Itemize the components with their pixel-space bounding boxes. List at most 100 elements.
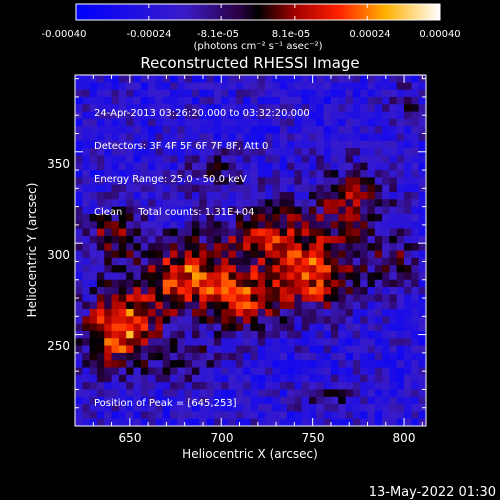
heatmap-cell — [184, 213, 193, 222]
heatmap-cell — [133, 235, 142, 244]
heatmap-cell — [250, 323, 259, 332]
heatmap-cell — [199, 374, 208, 383]
heatmap-cell — [352, 243, 361, 252]
heatmap-cell — [228, 155, 237, 164]
heatmap-cell — [126, 126, 135, 135]
heatmap-cell — [133, 104, 142, 113]
heatmap-cell — [367, 104, 376, 113]
heatmap-cell — [155, 418, 164, 426]
heatmap-cell — [265, 221, 274, 230]
heatmap-cell — [184, 294, 193, 303]
heatmap-cell — [360, 316, 369, 325]
heatmap-cell — [162, 126, 171, 135]
heatmap-cell — [111, 148, 120, 157]
heatmap-cell — [213, 294, 222, 303]
heatmap-cell — [96, 89, 105, 98]
heatmap-cell — [250, 345, 259, 354]
heatmap-cell — [118, 221, 127, 230]
heatmap-cell — [228, 221, 237, 230]
heatmap-cell — [257, 360, 266, 369]
heatmap-cell — [228, 104, 237, 113]
heatmap-cell — [82, 367, 91, 376]
heatmap-cell — [323, 199, 332, 208]
heatmap-cell — [243, 155, 252, 164]
heatmap-cell — [206, 367, 215, 376]
heatmap-cell — [389, 301, 398, 310]
heatmap-cell — [418, 265, 426, 274]
heatmap-cell — [374, 323, 383, 332]
heatmap-cell — [323, 118, 332, 127]
heatmap-cell — [330, 272, 339, 281]
heatmap-cell — [75, 265, 83, 274]
heatmap-cell — [184, 235, 193, 244]
heatmap-cell — [206, 126, 215, 135]
heatmap-cell — [316, 162, 325, 171]
heatmap-cell — [213, 140, 222, 149]
heatmap-cell — [170, 184, 178, 193]
heatmap-cell — [177, 309, 186, 317]
heatmap-cell — [243, 192, 252, 200]
heatmap-cell — [118, 148, 127, 157]
heatmap-cell — [382, 389, 391, 398]
heatmap-cell — [170, 316, 178, 325]
heatmap-cell — [389, 148, 398, 157]
heatmap-cell — [360, 177, 369, 186]
heatmap-cell — [148, 257, 157, 266]
heatmap-cell — [352, 96, 361, 105]
heatmap-cell — [257, 228, 266, 237]
heatmap-cell — [126, 301, 135, 310]
heatmap-cell — [155, 316, 164, 325]
heatmap-cell — [411, 243, 420, 252]
heatmap-cell — [243, 111, 252, 120]
heatmap-cell — [206, 104, 215, 113]
heatmap-cell — [170, 140, 178, 149]
heatmap-cell — [367, 170, 376, 178]
heatmap-cell — [294, 140, 303, 149]
heatmap-cell — [367, 345, 376, 354]
heatmap-cell — [389, 272, 398, 281]
heatmap-cell — [213, 250, 222, 259]
heatmap-cell — [192, 352, 200, 361]
heatmap-cell — [104, 162, 113, 171]
heatmap-cell — [126, 192, 135, 200]
heatmap-cell — [162, 148, 171, 157]
heatmap-cell — [184, 162, 193, 171]
heatmap-cell — [148, 170, 157, 178]
heatmap-cell — [418, 199, 426, 208]
heatmap-cell — [294, 184, 303, 193]
heatmap-cell — [316, 177, 325, 186]
heatmap-cell — [118, 345, 127, 354]
heatmap-cell — [243, 162, 252, 171]
heatmap-cell — [206, 133, 215, 142]
heatmap-cell — [221, 257, 230, 266]
heatmap-cell — [199, 338, 208, 347]
heatmap-cell — [140, 133, 149, 142]
heatmap-cell — [316, 367, 325, 376]
heatmap-cell — [206, 345, 215, 354]
heatmap-cell — [294, 396, 303, 405]
heatmap-cell — [294, 82, 303, 91]
heatmap-cell — [221, 126, 230, 135]
heatmap-cell — [367, 374, 376, 383]
heatmap-cell — [221, 75, 230, 83]
heatmap-cell — [279, 272, 288, 281]
heatmap-cell — [118, 140, 127, 149]
heatmap-cell — [396, 126, 405, 135]
heatmap-cell — [330, 184, 339, 193]
heatmap-cell — [389, 155, 398, 164]
heatmap-cell — [250, 257, 259, 266]
heatmap-cell — [309, 272, 317, 281]
heatmap-cell — [316, 192, 325, 200]
heatmap-cell — [140, 177, 149, 186]
heatmap-cell — [177, 287, 186, 295]
heatmap-cell — [118, 213, 127, 222]
heatmap-cell — [279, 75, 288, 83]
heatmap-cell — [396, 235, 405, 244]
heatmap-cell — [374, 206, 383, 215]
heatmap-cell — [235, 345, 244, 354]
heatmap-cell — [162, 352, 171, 361]
heatmap-cell — [162, 170, 171, 178]
heatmap-cell — [140, 404, 149, 412]
heatmap-cell — [126, 228, 135, 237]
heatmap-cell — [301, 389, 310, 398]
